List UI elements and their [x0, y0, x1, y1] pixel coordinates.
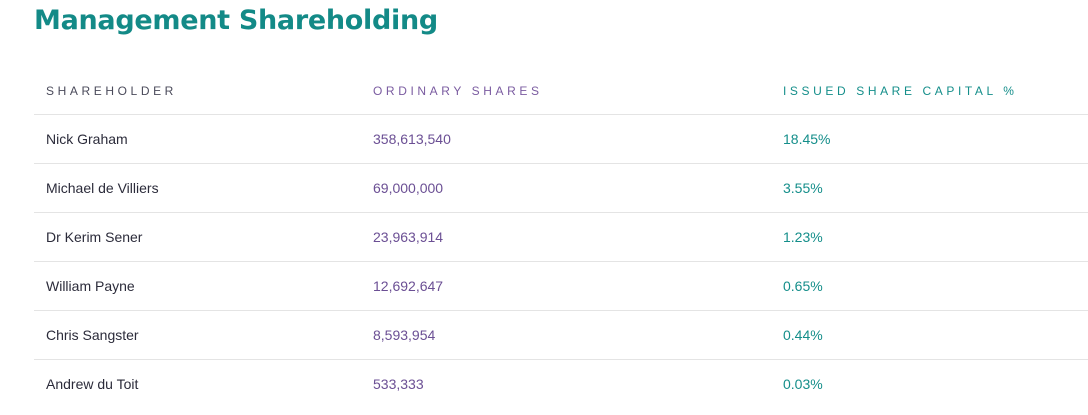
cell-ordinary-shares: 533,333	[373, 376, 424, 392]
shareholding-table: SHAREHOLDER ORDINARY SHARES ISSUED SHARE…	[34, 66, 1088, 408]
table-row: Michael de Villiers 69,000,000 3.55%	[34, 164, 1088, 213]
column-header-shareholder: SHAREHOLDER	[46, 84, 177, 98]
table-row: Chris Sangster 8,593,954 0.44%	[34, 311, 1088, 360]
cell-shareholder: Dr Kerim Sener	[46, 229, 143, 245]
cell-ordinary-shares: 69,000,000	[373, 180, 444, 196]
cell-ordinary-shares: 12,692,647	[373, 278, 444, 294]
table-header-row: SHAREHOLDER ORDINARY SHARES ISSUED SHARE…	[34, 66, 1088, 115]
cell-issued-share-capital: 0.03%	[783, 376, 823, 392]
cell-ordinary-shares: 358,613,540	[373, 131, 451, 147]
cell-shareholder: William Payne	[46, 278, 135, 294]
page-title: Management Shareholding	[34, 5, 438, 36]
cell-shareholder: Chris Sangster	[46, 327, 139, 343]
cell-shareholder: Michael de Villiers	[46, 180, 159, 196]
cell-issued-share-capital: 18.45%	[783, 131, 831, 147]
cell-shareholder: Andrew du Toit	[46, 376, 139, 392]
cell-issued-share-capital: 1.23%	[783, 229, 823, 245]
table-row: William Payne 12,692,647 0.65%	[34, 262, 1088, 311]
column-header-ordinary-shares: ORDINARY SHARES	[373, 84, 543, 98]
cell-issued-share-capital: 0.65%	[783, 278, 823, 294]
cell-shareholder: Nick Graham	[46, 131, 128, 147]
table-row: Andrew du Toit 533,333 0.03%	[34, 360, 1088, 408]
cell-issued-share-capital: 0.44%	[783, 327, 823, 343]
table-row: Nick Graham 358,613,540 18.45%	[34, 115, 1088, 164]
table-row: Dr Kerim Sener 23,963,914 1.23%	[34, 213, 1088, 262]
cell-issued-share-capital: 3.55%	[783, 180, 823, 196]
column-header-issued-share-capital: ISSUED SHARE CAPITAL %	[783, 84, 1018, 98]
cell-ordinary-shares: 8,593,954	[373, 327, 436, 343]
cell-ordinary-shares: 23,963,914	[373, 229, 444, 245]
